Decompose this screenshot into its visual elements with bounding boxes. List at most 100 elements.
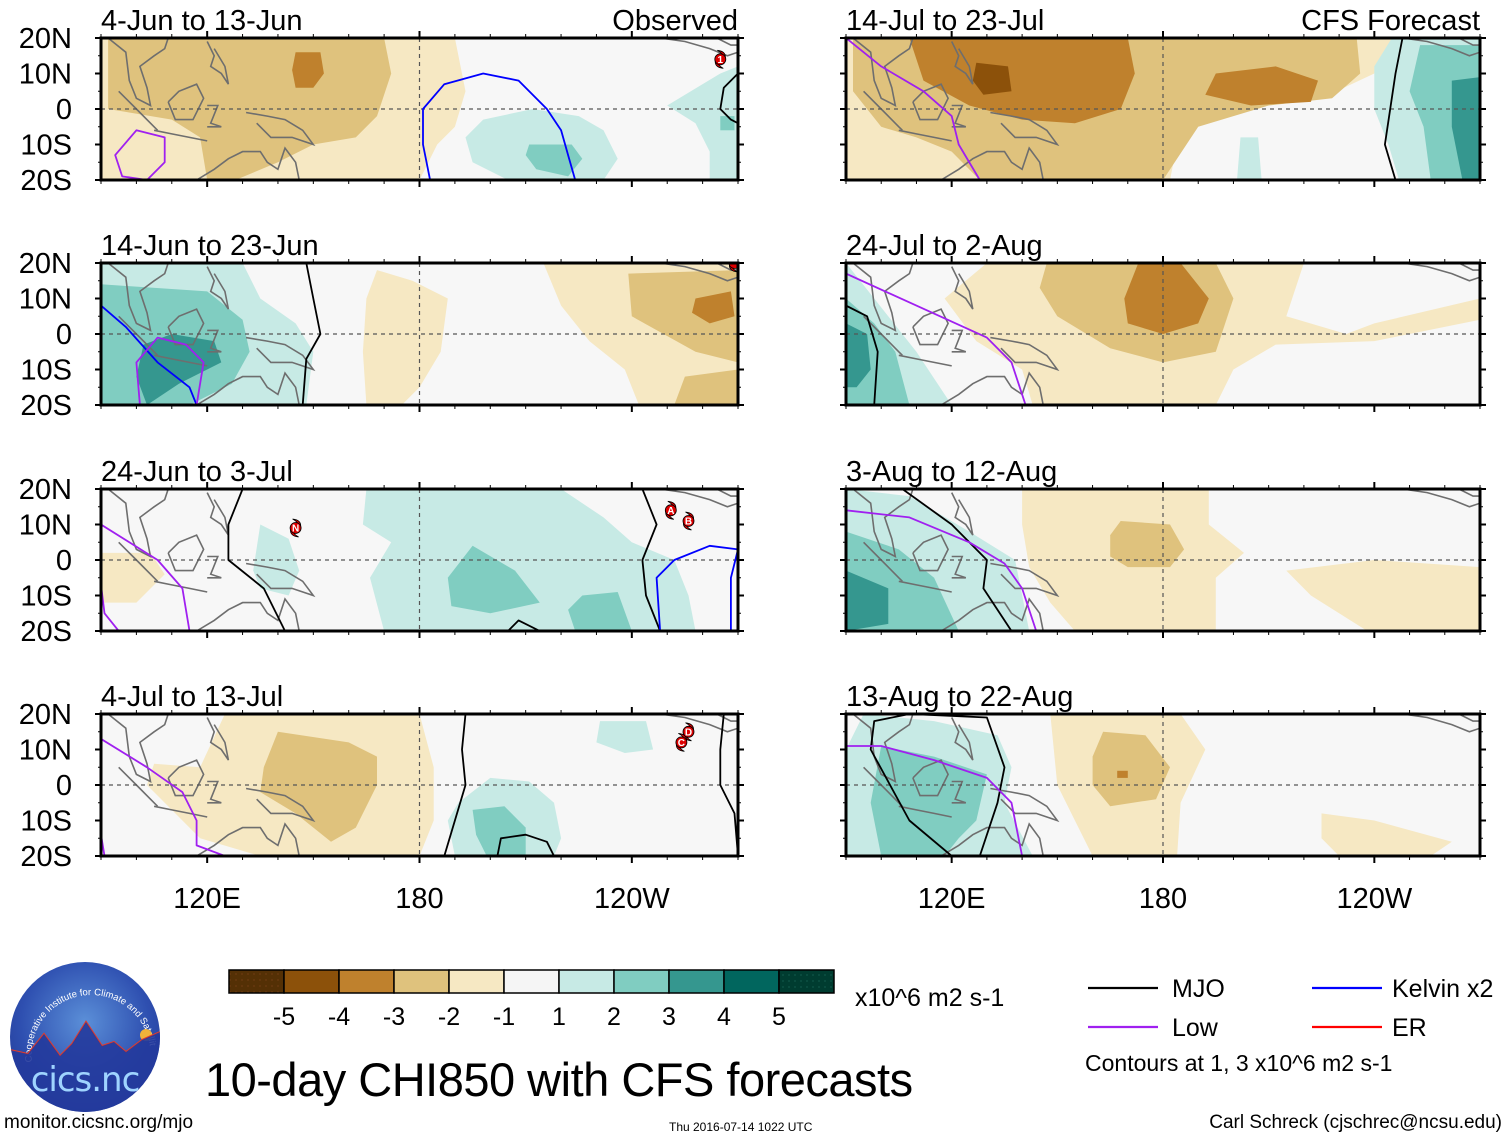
colorbar-swatch [228,969,285,994]
colorbar: -5 -4 -3 -2 -1 1 2 3 4 5 [228,969,835,1031]
storm-label: B [685,517,692,528]
coastline [950,266,974,310]
panel-period-title: 4-Jun to 13-Jun [101,5,303,37]
map-area [846,714,1480,856]
coastline [118,766,159,807]
coastline [659,38,738,57]
colorbar-swatch [723,969,780,994]
coastline [950,41,974,85]
cicsnc-logo: Cooperative Institute for Climate and Sa… [10,962,160,1112]
anomaly-region-level--3 [1124,263,1209,334]
coastline [1402,38,1480,57]
panel-period-title: 24-Jun to 3-Jul [101,456,293,488]
anomaly-region-level-2 [568,592,632,631]
y-tick-label: 0 [56,770,72,802]
coastline [716,489,738,497]
anomaly-region-level--1 [101,552,165,603]
colorbar-swatch [283,969,340,994]
coastline [153,129,208,142]
anomaly-region-level--2 [1110,521,1185,568]
coastline [951,329,967,353]
coastline [107,38,169,107]
anomaly-region-level-2 [720,116,735,131]
contour-mjo [507,619,541,631]
coastline [852,263,914,332]
coastline [245,787,316,823]
coastline [1458,263,1480,271]
coastline [990,562,1060,598]
coastline [951,104,967,128]
coastline [863,541,903,582]
coastline [107,263,169,332]
colorbar-tick-label: 3 [662,1003,676,1031]
y-tick-label: 10S [20,581,72,613]
cfs-forecast-label: CFS Forecast [1301,5,1480,37]
contour-low [846,509,1038,631]
coastline [153,805,208,818]
contour-low [846,272,1027,405]
observed-label: Observed [612,5,738,37]
anomaly-region-level--3 [1205,66,1318,106]
coastline [659,489,738,508]
y-tick-label: 10N [19,284,72,316]
coastline [185,597,300,631]
coastline [852,489,914,558]
coastline [207,329,222,353]
legend-label-low: Low [1172,1014,1218,1042]
tropical-storm-icon: A [664,500,677,520]
contour-low [101,738,226,856]
contour-mjo [719,72,738,125]
y-tick-label: 20N [19,474,72,506]
anomaly-region-level-1 [1237,137,1262,180]
map-panel-fc2: 24-Jul to 2-Aug [840,230,1486,412]
coastline [951,780,967,804]
anomaly-region-level-2 [870,746,987,856]
coastline [912,759,949,797]
contour-low [846,38,981,180]
x-tick-label: 120W [1336,883,1412,915]
contour-legend [1088,986,1382,1029]
coastline [167,759,205,797]
storm-label: A [667,506,674,517]
legend-label-er: ER [1392,1014,1427,1042]
coastline [207,555,222,579]
source-url[interactable]: monitor.cicsnc.org/mjo [4,1112,194,1133]
y-tick-label: 0 [56,94,72,126]
coastline [863,315,903,356]
anomaly-region-level-1 [253,524,300,596]
tropical-storm-icon: B [682,511,695,531]
anomaly-region-level--4 [972,62,1012,95]
colorbar-swatch [778,969,835,994]
map-panel-fc3: 3-Aug to 12-Aug [840,456,1486,638]
anomaly-region-level--1 [1286,560,1480,631]
colorbar-tick-label: -2 [438,1003,460,1031]
coastline [930,371,1044,405]
coastline [912,308,949,346]
logo-text: cics.nc [30,1060,141,1100]
tropical-storm-icon: C [675,733,688,752]
figure-title: 10-day CHI850 with CFS forecasts [205,1053,913,1106]
coastline [245,111,316,147]
colorbar-tick-label: 2 [607,1003,621,1031]
y-tick-label: 20N [19,699,72,731]
x-tick-label: 180 [1139,883,1187,915]
panel-period-title: 14-Jun to 23-Jun [101,230,319,262]
coastline [167,308,205,346]
coastline [898,805,952,818]
coastline [1458,714,1480,722]
anomaly-region-level--3 [1117,770,1128,778]
colorbar-tick-label: -1 [493,1003,515,1031]
colorbar-tick-label: -3 [383,1003,405,1031]
colorbar-swatch [448,969,505,994]
panel-period-title: 4-Jul to 13-Jul [101,681,283,713]
coastline [185,146,300,180]
anomaly-region-level-2 [472,806,526,856]
coastline [898,580,952,593]
coastline [852,38,914,107]
coastline [930,597,1044,631]
